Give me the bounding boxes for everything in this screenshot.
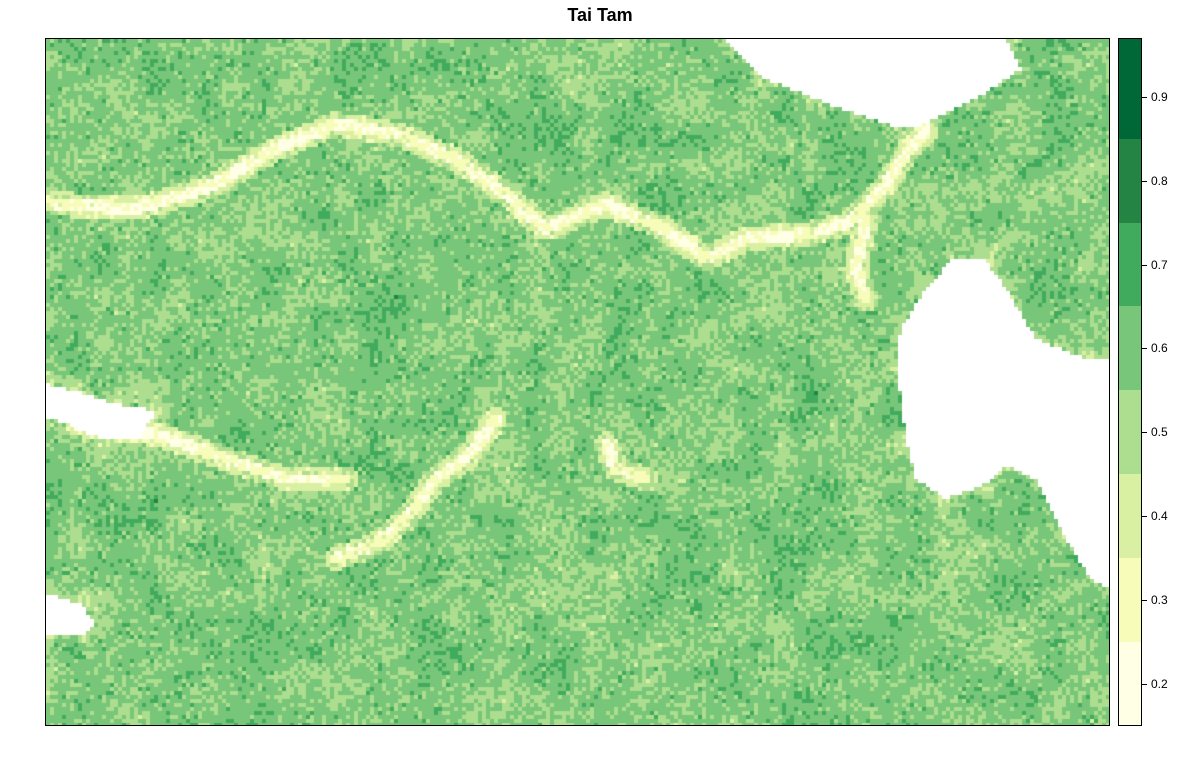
legend-tick-mark [1142, 432, 1147, 433]
legend-tick-mark [1142, 181, 1147, 182]
legend-tick-label: 0.8 [1151, 174, 1168, 188]
legend-swatch [1118, 38, 1142, 139]
legend-tick-mark [1142, 97, 1147, 98]
map-title: Tai Tam [567, 5, 633, 25]
legend-tick-mark [1142, 348, 1147, 349]
legend-tick-label: 0.6 [1151, 341, 1168, 355]
legend-tick-mark [1142, 516, 1147, 517]
legend-swatch [1118, 558, 1142, 643]
legend-swatch [1118, 642, 1142, 726]
legend-tick-label: 0.3 [1151, 593, 1168, 607]
legend-swatch [1118, 474, 1142, 559]
raster-heatmap-canvas [46, 39, 1109, 725]
legend-tick-label: 0.4 [1151, 509, 1168, 523]
legend-tick-mark [1142, 600, 1147, 601]
legend-tick-mark [1142, 265, 1147, 266]
legend-tick-label: 0.2 [1151, 677, 1168, 691]
legend-tick-label: 0.5 [1151, 425, 1168, 439]
legend-swatch [1118, 390, 1142, 475]
color-legend [1118, 38, 1142, 726]
legend-swatch [1118, 306, 1142, 391]
raster-map [45, 38, 1110, 726]
legend-swatch [1118, 138, 1142, 223]
legend-tick-label: 0.9 [1151, 90, 1168, 104]
legend-tick-label: 0.7 [1151, 258, 1168, 272]
legend-tick-mark [1142, 684, 1147, 685]
legend-swatch [1118, 222, 1142, 307]
